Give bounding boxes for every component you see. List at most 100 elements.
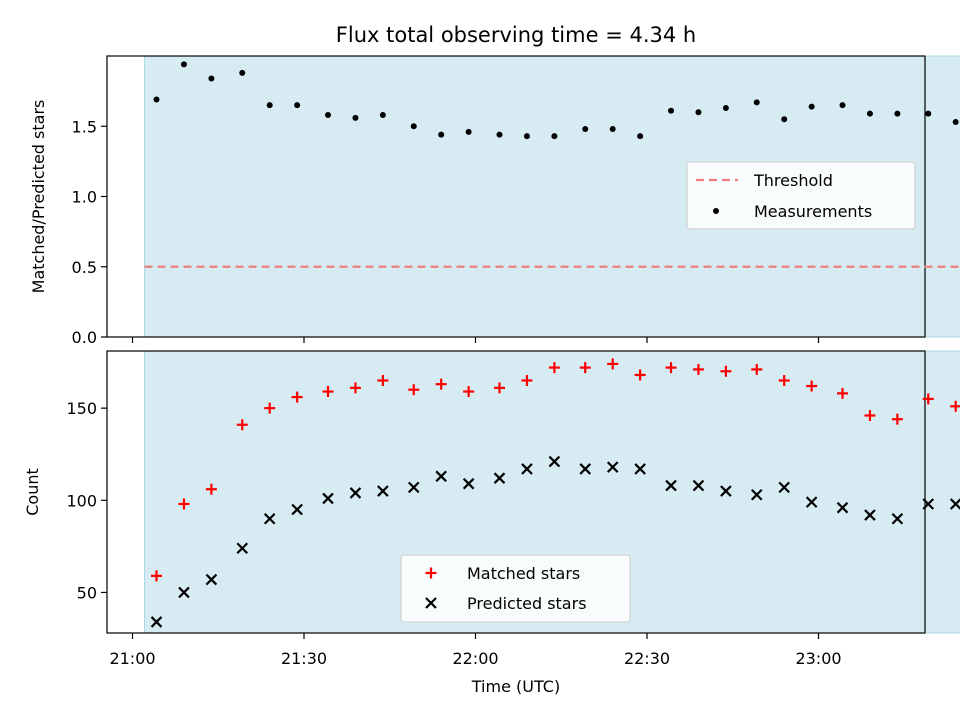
matched-star-point [494,382,506,394]
measurement-point [722,104,729,111]
y-axis-label: Count [23,468,42,516]
predicted-star-point [579,463,592,475]
predicted-star-point [150,616,163,628]
matched-star-point [349,382,361,394]
measurement-point [753,99,760,106]
measurement-point [894,110,901,117]
matched-star-point [778,374,790,386]
predicted-star-point [178,586,190,599]
matched-star-point [720,365,732,377]
y-tick-label: 1.0 [72,188,97,207]
measurement-point [410,123,417,130]
x-tick-label: 23:00 [795,649,841,668]
count-panel: 50 100 150 Count Matched stars Predicted star… [23,350,960,639]
predicted-star-point [805,496,818,508]
measurement-point [325,112,332,119]
matched-star-point [236,419,248,431]
matched-star-point [692,363,704,375]
legend-box [400,554,631,623]
predicted-star-point [462,477,475,490]
measurement-point [294,102,301,109]
x-tick-label: 21:00 [109,649,155,668]
predicted-star-point [836,501,849,514]
legend-threshold-label: Threshold [753,171,833,190]
y-tick-label: 150 [66,399,97,418]
legend-measurements-marker [713,208,719,214]
y-tick-label: 1.5 [72,117,97,136]
measurement-point [839,102,846,109]
matched-star-point [665,362,677,374]
predicted-star-point [349,487,362,499]
matched-star-point [322,386,334,398]
predicted-star-point [922,498,935,510]
matched-star-point [435,378,447,390]
predicted-star-point [665,479,677,492]
measurement-point [925,110,932,117]
predicted-star-point [263,512,276,525]
predicted-star-point [720,485,732,497]
measurement-point [523,133,530,140]
predicted-star-point [291,503,303,516]
chart-title: Flux total observing time = 4.34 h [336,23,696,47]
matched-star-point [806,380,818,392]
predicted-star-point [750,488,763,501]
matched-star-point [837,387,849,399]
measurement-point [239,69,246,76]
y-tick-label: 100 [66,491,97,510]
legend-box [686,161,916,230]
x-axis: 21:0021:3022:0022:3023:0023:3000:0000:30… [109,649,841,668]
matched-star-point [205,483,217,495]
measurement-point [781,116,788,123]
legend-predicted-marker [425,597,437,609]
matched-star-point [548,362,560,374]
legend: Threshold Measurements [686,161,916,230]
matched-star-point [463,386,475,398]
plot-frame [106,350,926,634]
legend-predicted-label: Predicted stars [467,594,587,613]
matched-star-point [291,391,303,403]
measurement-point [952,119,959,126]
matched-star-point [950,400,960,412]
x-tick-label: 22:30 [624,649,670,668]
measurement-point [180,61,187,68]
measurement-point [808,103,815,110]
y-tick-label: 50 [77,583,97,602]
measurement-point [609,126,616,133]
predicted-star-point [949,498,960,510]
predicted-star-point [322,492,334,505]
legend-measurements-label: Measurements [754,202,872,221]
measurement-point [695,109,702,116]
predicted-star-point [407,481,420,494]
matched-star-point [377,374,389,386]
x-tick-label: 21:30 [281,649,327,668]
y-tick-label: 0.0 [72,328,97,347]
matched-star-point [579,362,591,374]
legend-matched-marker [425,567,437,579]
legend: Matched stars Predicted stars [400,554,631,623]
predicted-star-point [521,463,533,475]
predicted-star-point [548,455,561,468]
measurement-point [266,102,273,109]
matched-star-point [634,369,646,381]
matched-star-point [151,570,163,582]
x-tick-label: 22:00 [452,649,498,668]
predicted-star-point [891,512,904,525]
measurement-point [637,133,644,140]
predicted-star-point [205,573,218,586]
measurement-point [866,110,873,117]
predicted-star-point [236,542,249,554]
matched-star-point [607,358,619,370]
matched-star-point [864,410,876,422]
measurement-point [153,96,160,103]
measurement-point [582,126,589,133]
measurement-point [208,75,215,82]
predicted-star-point [493,472,506,484]
matched-star-point [178,498,190,510]
matched-star-point [264,402,276,414]
x-axis-label: Time (UTC) [471,677,560,696]
matched-star-point [408,384,420,396]
predicted-star-point [778,481,790,494]
measurement-point [496,131,503,138]
measurement-point [465,128,472,135]
